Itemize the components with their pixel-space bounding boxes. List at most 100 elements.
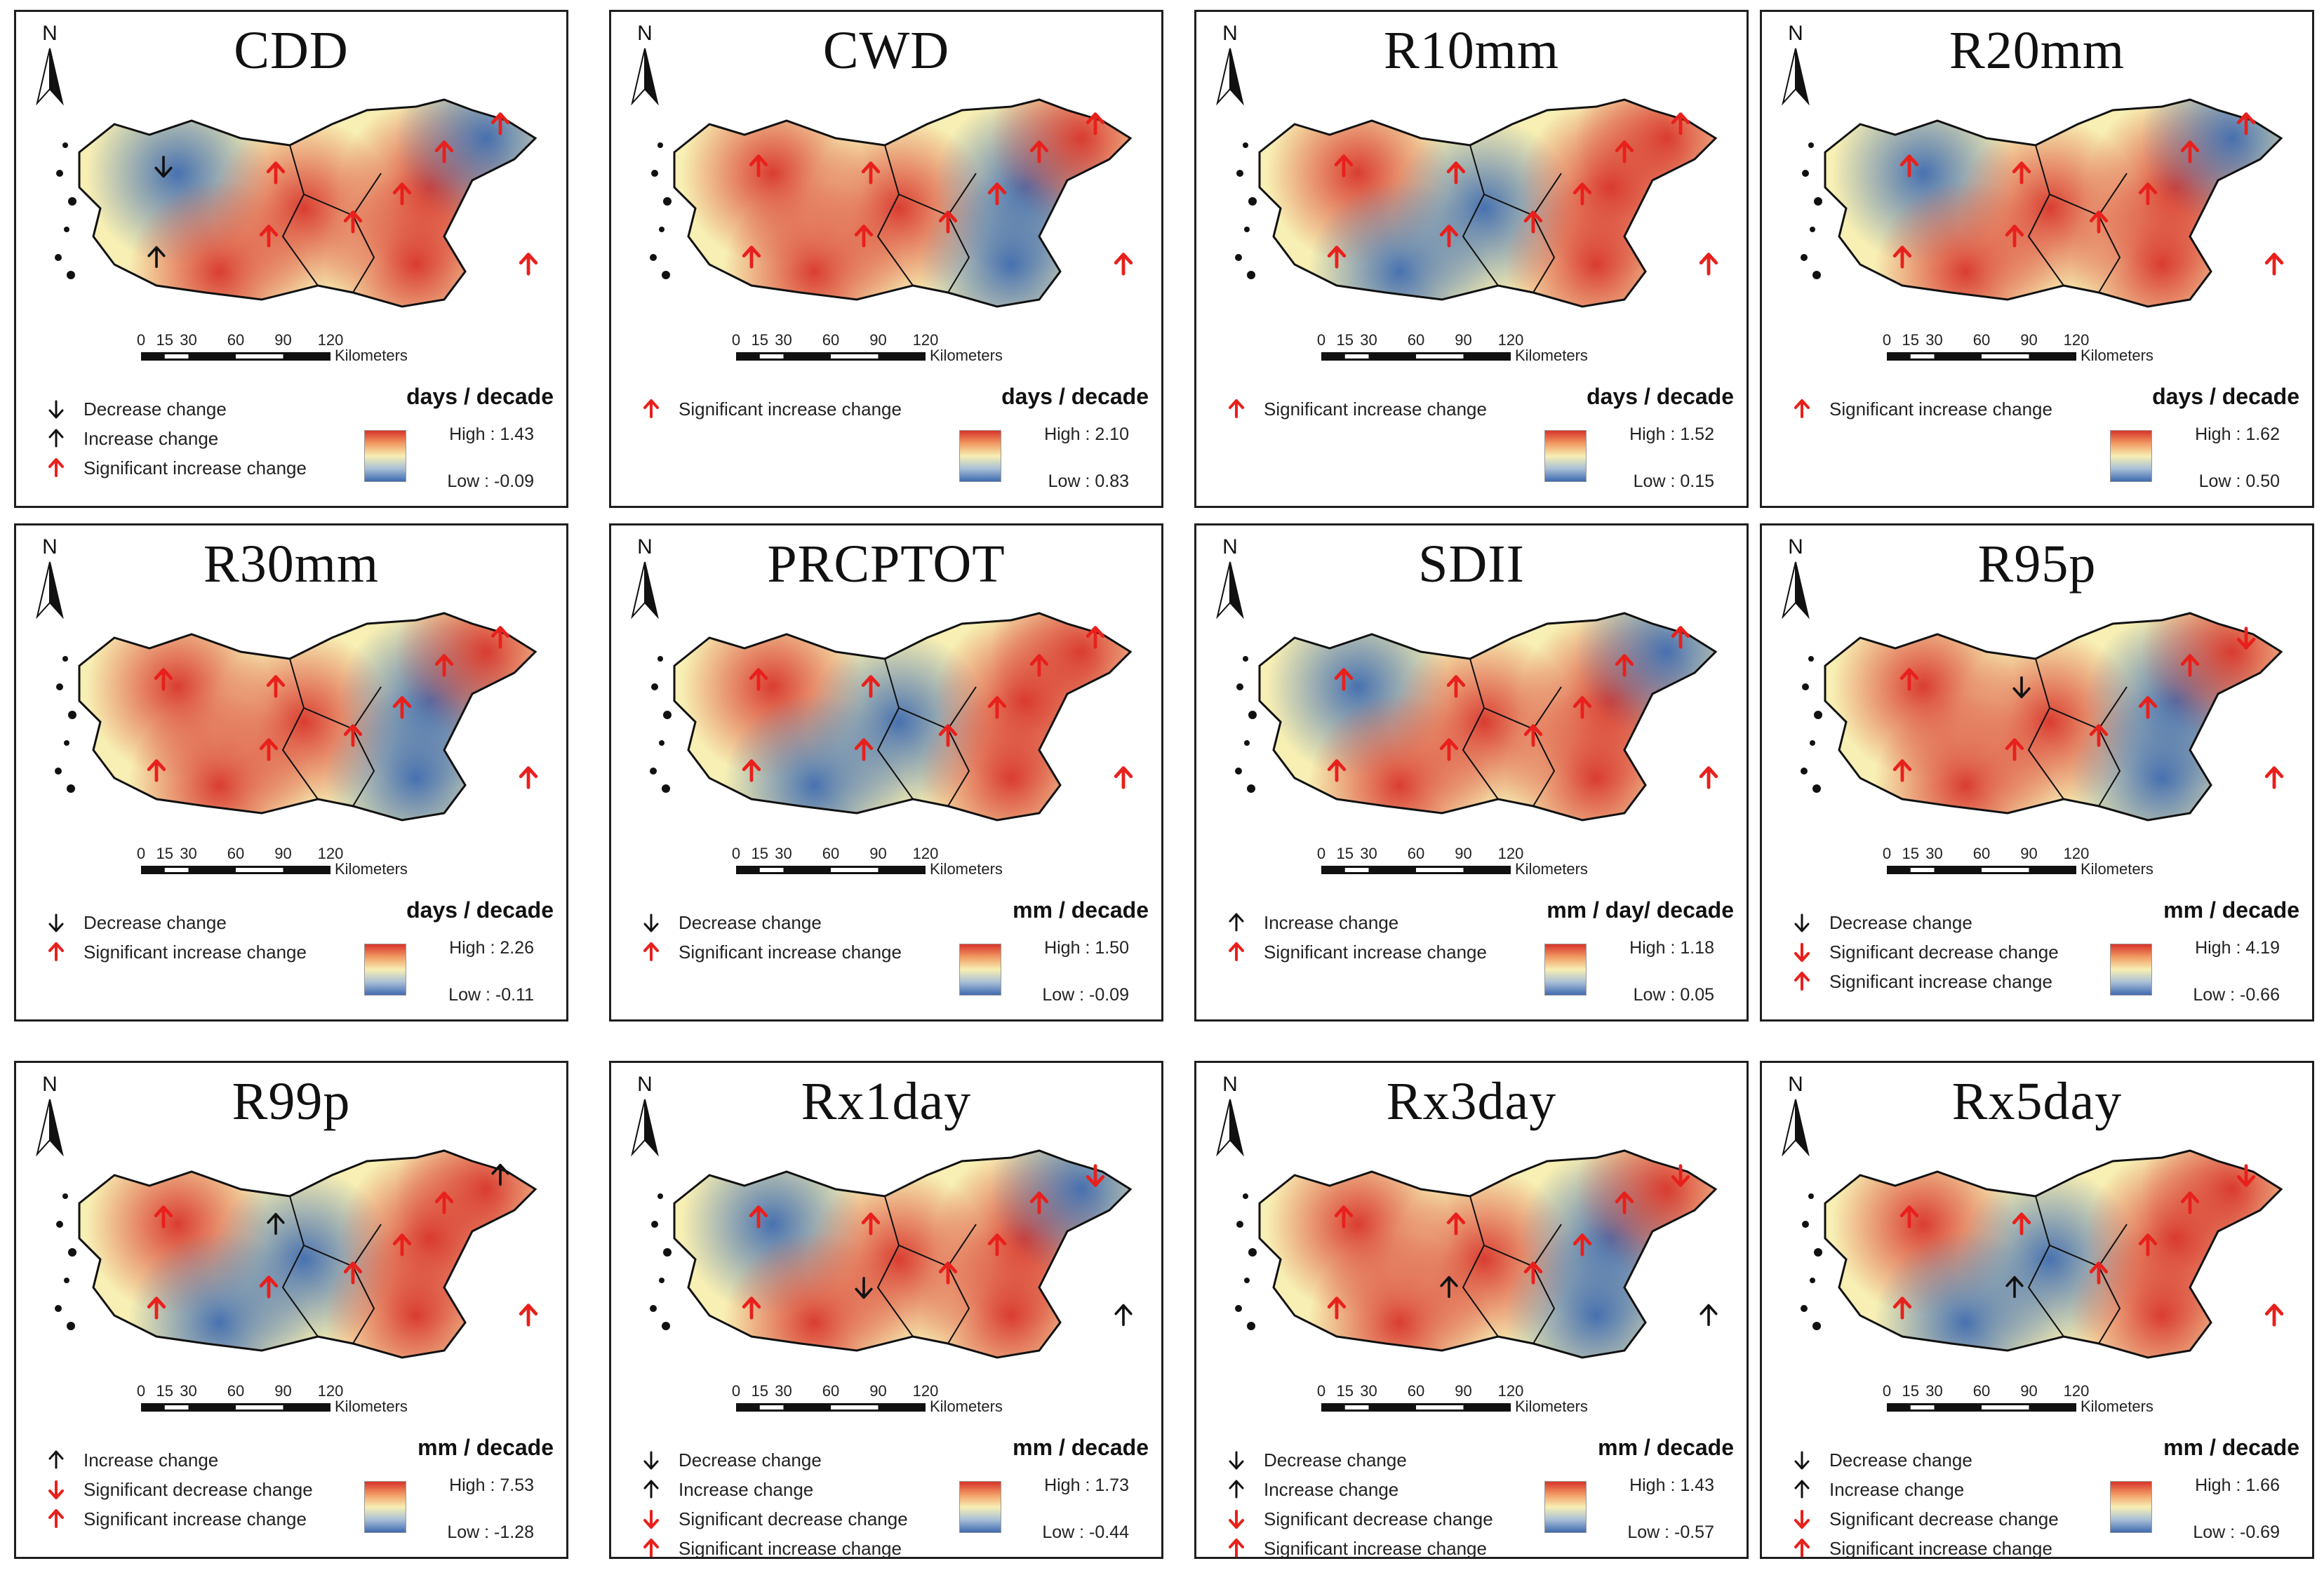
map-panel: Rx3day N 0 15 30 60 90 120 Kilometers Decrease ch… [1194,1061,1749,1559]
north-arrow-icon: N [1782,1073,1810,1157]
island [651,170,658,177]
high-value: High : 1.43 [1629,1475,1714,1495]
island [1236,1221,1243,1228]
trend-arrow [392,696,412,719]
island [1243,1193,1248,1199]
map-panel: R95p N 0 15 30 60 90 120 Kilometers Decrease chan… [1760,523,2314,1022]
scale-tick: 15 [1902,1382,1919,1400]
color-ramp [364,944,406,996]
scale-tick: 30 [775,1382,792,1400]
legend-arrow-icon [643,1451,659,1470]
legend-item: Increase change [1216,1475,1546,1504]
trend-arrow [742,1297,761,1320]
island [1814,1248,1822,1257]
island [1243,656,1248,662]
trend-arrow [1671,626,1690,649]
scale-tick: 30 [1925,331,1942,349]
north-arrow-icon: N [36,535,64,620]
scale-tick: 15 [1902,845,1919,862]
trend-arrow [1334,1205,1354,1228]
unit-label: mm / decade [2163,897,2299,923]
island [1802,1221,1809,1228]
legend-item: Decrease change [1782,1445,2111,1475]
trend-arrow [2012,161,2031,185]
scale-tick: 90 [1455,331,1471,349]
scale-tick: 60 [822,845,839,862]
trend-arrow [749,154,768,178]
color-ramp [1544,430,1587,482]
trend-arrow [1699,253,1718,276]
panel-title: R30mm [203,535,379,594]
unit-label: days / decade [1587,384,1734,409]
island [1801,254,1808,261]
legend-arrow-icon [1794,1539,1810,1557]
trend-arrow [519,253,538,276]
scale-tick: 90 [869,845,886,862]
island [1812,784,1821,793]
legend-arrow-icon [48,458,64,477]
scale-tick: 90 [869,1382,886,1400]
region-map [1235,98,1718,308]
north-label: N [637,22,653,45]
scale-tick: 60 [1408,1382,1424,1400]
trend-arrow [519,766,538,789]
trend-arrow [2005,738,2024,761]
legend: Significant increase change [631,394,961,424]
unit-label: days / decade [2152,384,2299,409]
trend-arrow [2138,696,2158,719]
trend-arrow [1334,154,1354,178]
scale-tick: 60 [822,1382,839,1400]
scale-tick: 120 [2064,331,2090,349]
legend-arrow-icon [48,429,64,448]
legend-arrow-icon [1229,1510,1244,1529]
scale-tick: 30 [1925,1382,1942,1400]
island [62,656,68,662]
trend-arrow [2138,182,2158,206]
island [1235,768,1242,775]
low-value: Low : -0.44 [1042,1522,1129,1542]
trend-arrow [1699,1304,1718,1327]
island [1814,197,1822,206]
island [650,1305,657,1312]
legend-label: Significant increase change [679,399,902,420]
trend-arrow [938,1261,958,1285]
region-map [55,612,538,822]
trend-arrow [2236,1164,2256,1187]
scale-tick: 0 [732,845,740,862]
island [64,740,69,746]
low-value: Low : 0.50 [2198,471,2280,491]
legend-arrow-icon [1794,1480,1810,1499]
unit-label: mm / decade [1013,1435,1149,1460]
legend-label: Significant increase change [84,942,307,963]
trend-arrow [1327,1297,1347,1320]
island [1808,656,1814,662]
scale-tick: 90 [2020,331,2037,349]
trend-arrow [2089,210,2109,234]
north-arrow-icon: N [1216,22,1244,106]
scale-tick: 120 [1498,1382,1524,1400]
north-label: N [42,1073,58,1096]
legend-arrow-icon [1229,1480,1244,1499]
legend-item: Increase change [36,424,366,453]
scale-tick: 15 [156,845,173,862]
trend-arrow [861,161,881,185]
color-ramp [959,944,1001,996]
map-panel: R20mm N 0 15 30 60 90 120 Kilometers Significant … [1760,10,2314,508]
island [1236,683,1243,690]
high-value: High : 2.10 [1044,424,1129,444]
north-arrow-icon: N [36,22,64,106]
legend-item: Decrease change [631,1445,961,1475]
scale-tick: 120 [2064,845,2090,862]
trend-arrow [742,246,761,269]
trend-arrow [1439,738,1459,761]
trend-arrow [2012,1212,2031,1236]
unit-label: days / decade [406,897,554,923]
legend-item: Significant increase change [631,1534,961,1557]
legend-item: Significant decrease change [1782,937,2111,967]
trend-arrow [1615,654,1634,677]
trend-arrow [2236,112,2256,135]
